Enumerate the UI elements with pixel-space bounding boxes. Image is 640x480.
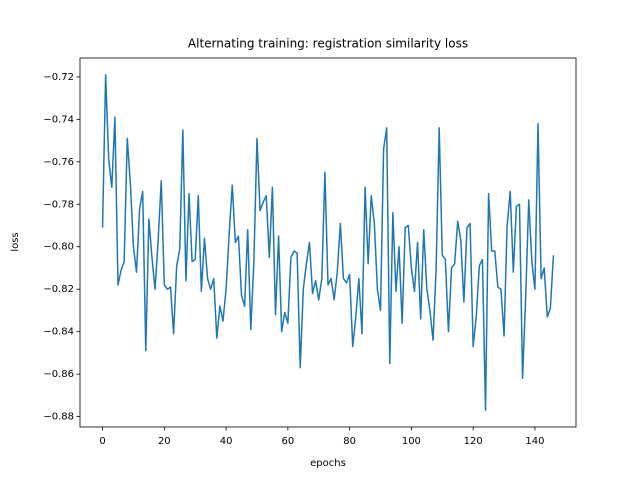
x-tick-label: 100 <box>402 436 421 447</box>
y-tick-label: −0.82 <box>43 284 74 295</box>
x-axis-label: epochs <box>310 458 346 469</box>
y-tick-label: −0.72 <box>43 72 74 83</box>
chart-title: Alternating training: registration simil… <box>188 37 468 51</box>
y-tick-label: −0.80 <box>43 242 74 253</box>
x-tick-label: 80 <box>343 436 356 447</box>
y-tick-label: −0.78 <box>43 199 74 210</box>
y-tick-label: −0.84 <box>43 327 74 338</box>
y-tick-label: −0.74 <box>43 114 74 125</box>
x-tick-label: 40 <box>220 436 233 447</box>
y-tick-label: −0.88 <box>43 412 74 423</box>
x-tick-label: 0 <box>99 436 105 447</box>
y-axis-label: loss <box>10 232 21 251</box>
x-tick-label: 60 <box>281 436 294 447</box>
x-tick-label: 20 <box>158 436 171 447</box>
x-tick-label: 140 <box>525 436 544 447</box>
y-tick-label: −0.86 <box>43 369 74 380</box>
axes-frame <box>79 57 577 428</box>
y-tick-label: −0.76 <box>43 157 74 168</box>
data-line <box>101 74 555 411</box>
x-tick-label: 120 <box>464 436 483 447</box>
